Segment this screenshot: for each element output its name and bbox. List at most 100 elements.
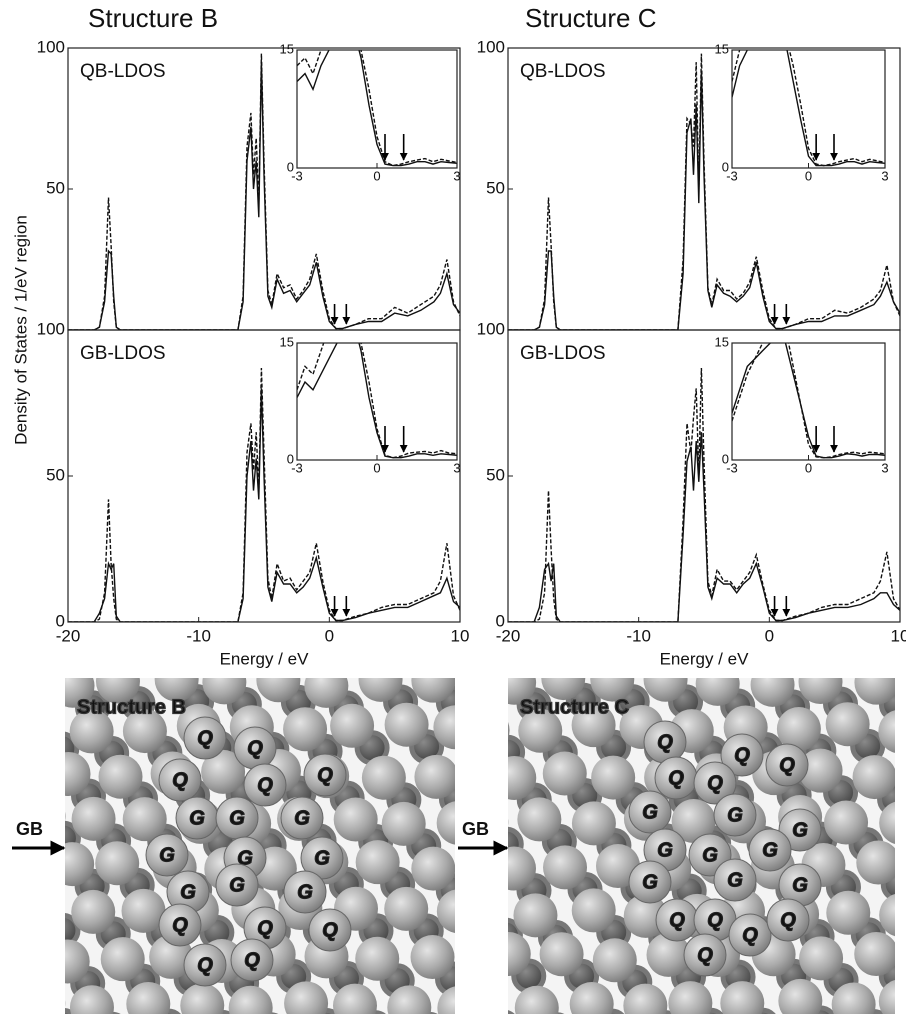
x-tick-label: 0 [765, 626, 774, 645]
large-atom [95, 841, 140, 886]
large-atom [100, 937, 145, 982]
small-atom [462, 782, 492, 812]
x-tick-label: 0 [805, 460, 812, 475]
atom-label: Q [779, 754, 795, 776]
x-tick-label: -3 [726, 168, 738, 183]
x-axis-label: Energy / eV [660, 649, 749, 668]
large-atom [695, 678, 740, 706]
large-atom [121, 888, 166, 933]
large-atom [826, 890, 871, 935]
atom-label: G [314, 847, 330, 869]
large-atom [410, 935, 455, 980]
dos-line [68, 62, 460, 330]
large-atom [798, 678, 843, 705]
atom-label: Q [172, 914, 188, 936]
atom-label: Q [734, 744, 750, 766]
atom-label: Q [707, 772, 723, 794]
labelled-atom [720, 733, 764, 777]
large-atom [572, 611, 616, 655]
large-atom [508, 818, 509, 826]
atom-label: Q [780, 909, 796, 931]
large-atom [0, 656, 36, 700]
atom-label: G [792, 874, 808, 896]
large-atom [777, 612, 821, 656]
labelled-atom [183, 716, 227, 760]
atom-label: G [229, 807, 245, 829]
y-tick-label: 15 [715, 41, 729, 56]
atom-label: Q [668, 767, 684, 789]
atom-label: G [297, 881, 313, 903]
labelled-atom [628, 790, 672, 834]
large-atom [71, 889, 116, 934]
y-tick-label: 15 [715, 334, 729, 349]
large-atom [878, 710, 895, 753]
large-atom [361, 755, 406, 800]
small-atom [26, 780, 56, 810]
large-atom [539, 932, 584, 977]
small-atom [466, 872, 496, 902]
large-atom [879, 893, 895, 937]
column-title: Structure C [525, 3, 657, 33]
large-atom [592, 938, 637, 983]
y-tick-label: 0 [287, 451, 294, 466]
y-axis-label: Density of States / 1/eV region [11, 215, 30, 445]
large-atom [569, 982, 614, 1014]
y-tick-label: 0 [56, 611, 65, 630]
large-atom [384, 886, 429, 931]
y-tick-label: 0 [287, 159, 294, 174]
y-tick-label: 0 [496, 611, 505, 630]
large-atom [20, 705, 64, 749]
small-atom [360, 641, 390, 671]
labelled-atom [766, 898, 810, 942]
large-atom [571, 703, 616, 748]
large-atom [180, 983, 225, 1014]
panel-label: GB-LDOS [80, 343, 166, 364]
large-atom [414, 754, 455, 799]
atom-label: G [762, 839, 778, 861]
dos-line [732, 343, 885, 459]
large-atom [591, 755, 636, 800]
x-tick-label: 0 [373, 168, 380, 183]
atom-label: Q [257, 774, 273, 796]
panel-frame [731, 342, 886, 461]
atom-label: Q [197, 727, 213, 749]
x-tick-label: 0 [325, 626, 334, 645]
large-atom [65, 678, 95, 708]
labelled-atom [308, 908, 352, 952]
large-atom [0, 751, 43, 795]
large-atom [0, 938, 39, 982]
y-tick-label: 100 [477, 37, 505, 56]
large-atom [228, 985, 273, 1014]
large-atom [720, 981, 765, 1014]
y-tick-label: 50 [486, 178, 505, 197]
large-atom [65, 1000, 66, 1007]
small-atom [854, 641, 884, 671]
large-atom [543, 845, 588, 890]
large-atom [518, 708, 563, 753]
dos-line [297, 50, 457, 167]
large-atom [668, 981, 713, 1014]
y-tick-label: 0 [722, 451, 729, 466]
large-atom [381, 801, 426, 846]
large-atom [358, 678, 403, 702]
large-atom [355, 936, 400, 981]
labelled-atom [683, 933, 727, 977]
large-atom [433, 705, 455, 750]
large-atom [571, 888, 616, 933]
large-atom [463, 891, 507, 935]
large-atom [304, 678, 349, 708]
large-atom [824, 800, 869, 845]
dos-line [732, 50, 885, 167]
dos-line [297, 50, 457, 167]
small-atom [599, 640, 629, 670]
panel-label: QB-LDOS [80, 61, 166, 82]
atom-label: G [727, 804, 743, 826]
x-tick-label: 0 [373, 460, 380, 475]
large-atom [541, 678, 586, 701]
large-atom [65, 842, 95, 887]
labelled-atom [765, 743, 809, 787]
large-atom [902, 933, 906, 977]
large-atom [436, 889, 455, 933]
large-atom [571, 801, 616, 846]
